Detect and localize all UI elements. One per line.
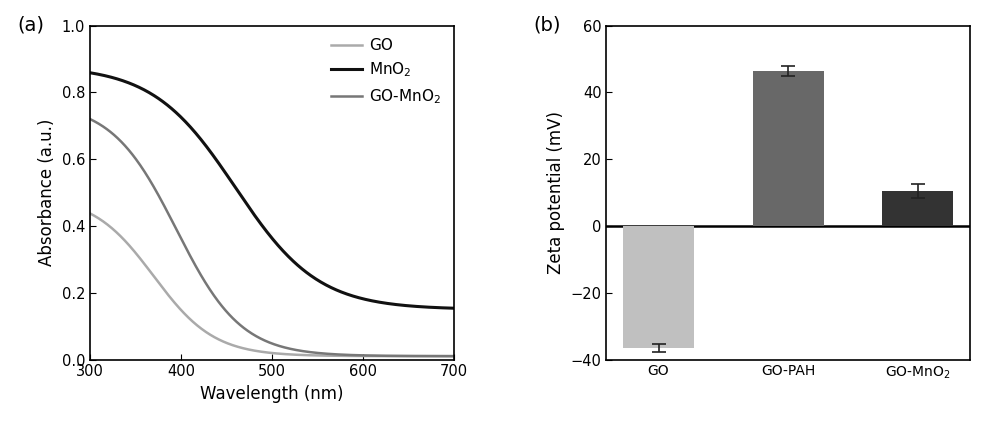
- GO-MnO$_2$: [439, 354, 451, 359]
- MnO$_2$: [257, 224, 269, 229]
- MnO$_2$: [300, 270, 312, 275]
- GO-MnO$_2$: [300, 349, 312, 354]
- GO-MnO$_2$: [281, 345, 293, 351]
- Legend: GO, MnO$_2$, GO-MnO$_2$: GO, MnO$_2$, GO-MnO$_2$: [327, 33, 446, 110]
- Text: (a): (a): [17, 16, 44, 35]
- Y-axis label: Absorbance (a.u.): Absorbance (a.u.): [38, 119, 56, 266]
- GO-MnO$_2$: [259, 338, 271, 343]
- Bar: [623, 226, 694, 348]
- GO-MnO$_2$: [448, 354, 460, 359]
- GO: [448, 354, 460, 359]
- MnO$_2$: [382, 301, 394, 306]
- MnO$_2$: [281, 252, 293, 257]
- GO-MnO$_2$: [84, 116, 96, 122]
- Y-axis label: Zeta potential (mV): Zeta potential (mV): [547, 111, 565, 274]
- Bar: [882, 191, 953, 226]
- GO-MnO$_2$: [257, 337, 269, 342]
- GO: [439, 354, 451, 359]
- MnO$_2$: [259, 227, 271, 232]
- GO-MnO$_2$: [382, 353, 394, 358]
- X-axis label: Wavelength (nm): Wavelength (nm): [200, 385, 344, 403]
- GO: [382, 354, 394, 359]
- Bar: [753, 71, 824, 226]
- MnO$_2$: [439, 305, 451, 310]
- Line: MnO$_2$: MnO$_2$: [90, 73, 454, 308]
- GO: [300, 353, 312, 358]
- MnO$_2$: [448, 306, 460, 311]
- MnO$_2$: [84, 70, 96, 75]
- GO: [259, 350, 271, 355]
- Text: (b): (b): [534, 16, 561, 35]
- GO: [281, 352, 293, 357]
- GO: [257, 349, 269, 354]
- Line: GO: GO: [90, 214, 454, 356]
- GO: [84, 211, 96, 216]
- Line: GO-MnO$_2$: GO-MnO$_2$: [90, 119, 454, 356]
